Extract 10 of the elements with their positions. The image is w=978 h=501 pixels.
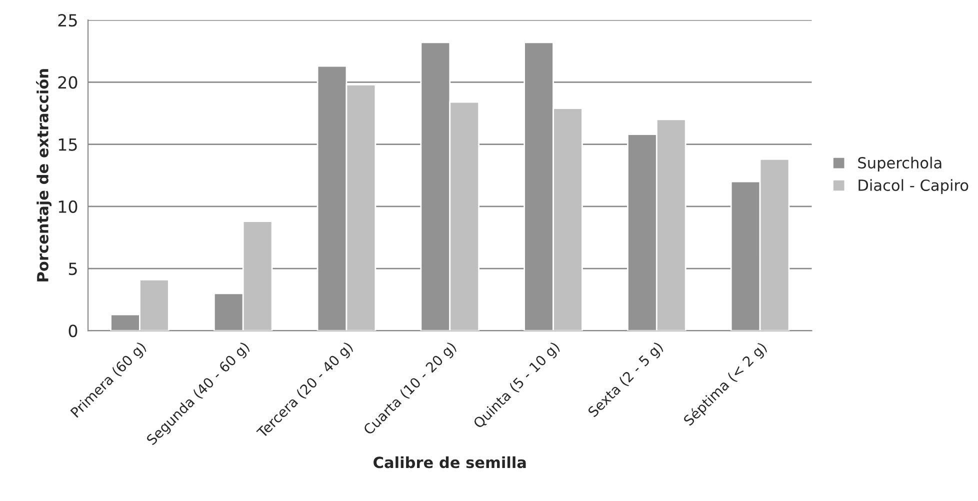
y-axis-title: Porcentaje de extracción	[36, 69, 52, 282]
legend-label: Diacol - Capiro	[858, 179, 968, 194]
y-tick-label: 10	[58, 200, 78, 213]
y-tick-label: 0	[68, 324, 78, 338]
y-tick-label: 25	[58, 14, 77, 27]
y-tick-label: 5	[68, 262, 77, 276]
y-tick-label: 20	[58, 76, 78, 89]
x-axis-title: Calibre de semilla	[374, 456, 526, 468]
y-tick-label: 15	[58, 138, 77, 151]
legend-label: Superchola	[858, 156, 942, 172]
